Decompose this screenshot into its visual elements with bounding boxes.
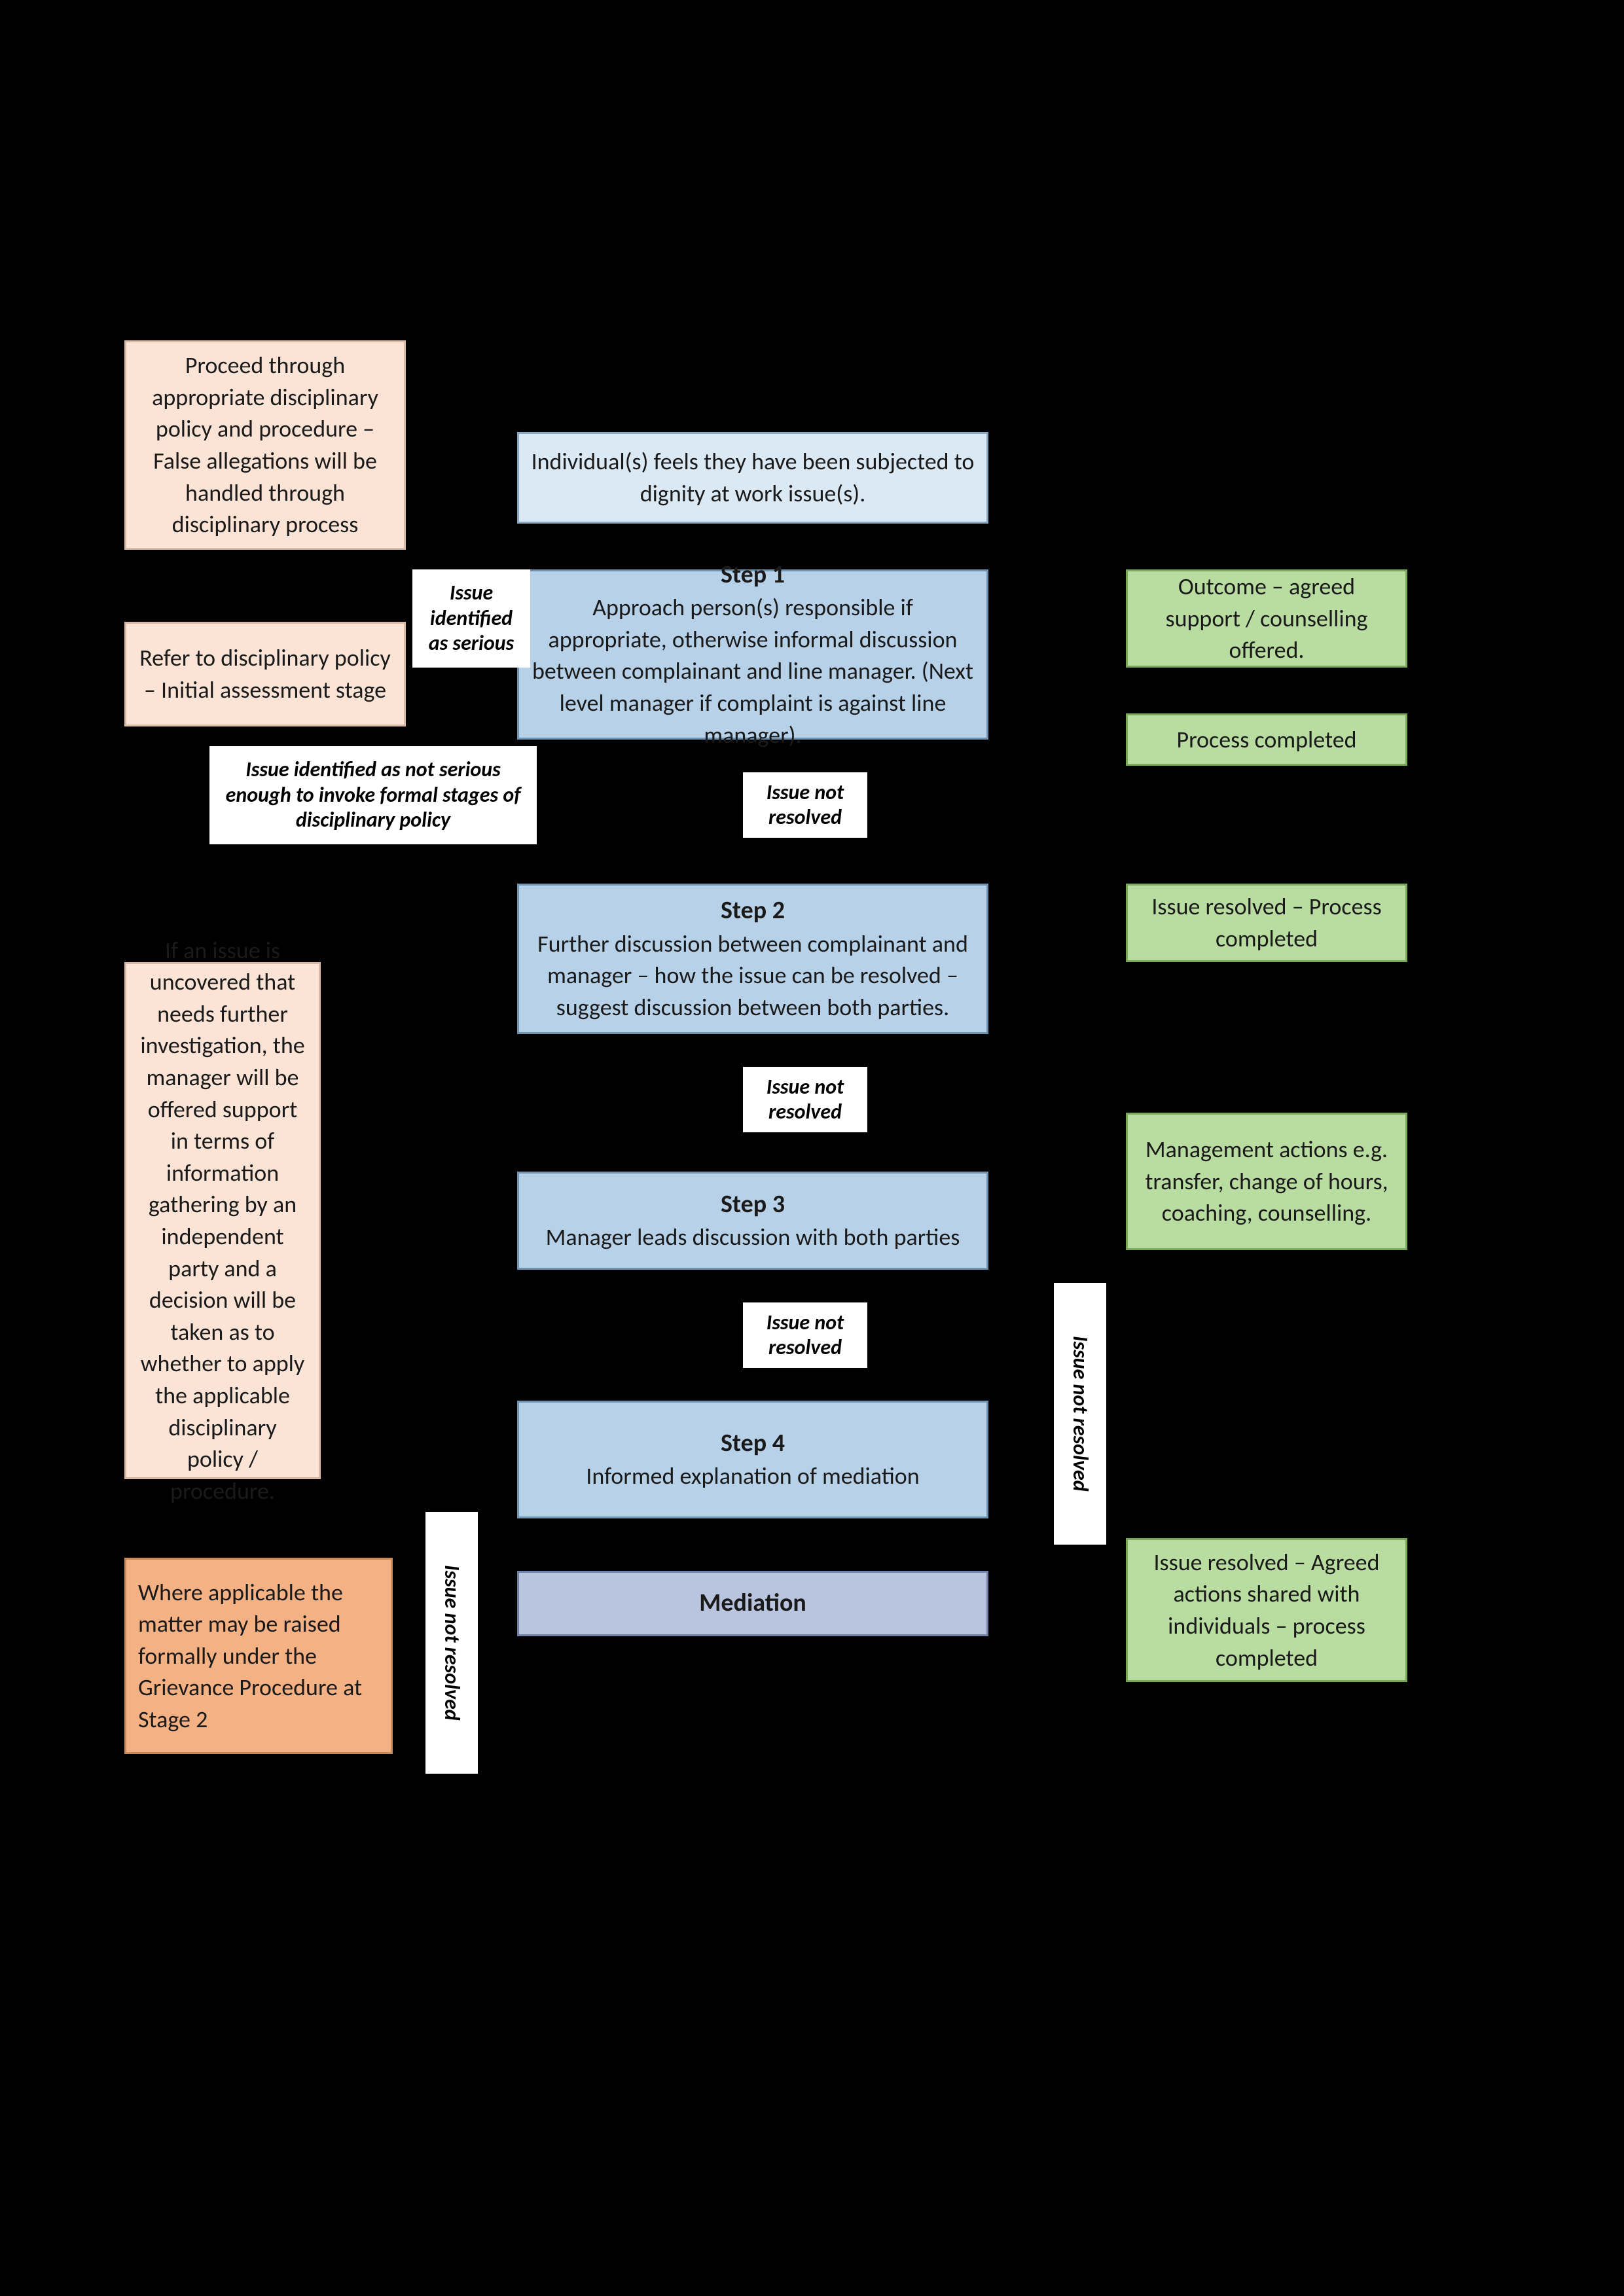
node-process_completed_1-text: Process completed (1140, 724, 1394, 756)
node-refer_policy: Refer to disciplinary policy – Initial a… (124, 622, 406, 726)
node-mediation: Mediation (517, 1571, 988, 1636)
node-step3-title: Step 3 (531, 1188, 975, 1221)
node-resolved_agreed-text: Issue resolved – Agreed actions shared w… (1140, 1547, 1394, 1674)
node-step2-title: Step 2 (531, 894, 975, 927)
node-mgmt_actions-text: Management actions e.g. transfer, change… (1140, 1134, 1394, 1229)
node-step3: Step 3Manager leads discussion with both… (517, 1172, 988, 1270)
label-unres3: Issue not resolved (743, 1302, 867, 1368)
node-outcome_support: Outcome – agreed support / counselling o… (1126, 569, 1407, 668)
node-step1-title: Step 1 (531, 558, 975, 592)
label-vert_right: Issue not resolved (1054, 1283, 1106, 1545)
node-resolved_agreed: Issue resolved – Agreed actions shared w… (1126, 1538, 1407, 1682)
label-not_serious: Issue identified as not serious enough t… (209, 746, 537, 844)
node-refer_policy-text: Refer to disciplinary policy – Initial a… (138, 642, 392, 706)
node-disc_policy: Proceed through appropriate disciplinary… (124, 340, 406, 550)
label-unres2: Issue not resolved (743, 1067, 867, 1132)
node-step4-title: Step 4 (531, 1427, 975, 1460)
node-disc_policy-text: Proceed through appropriate disciplinary… (138, 350, 392, 541)
node-investigation-text: If an issue is uncovered that needs furt… (138, 935, 307, 1507)
node-step2: Step 2Further discussion between complai… (517, 884, 988, 1034)
node-step2-text: Further discussion between complainant a… (531, 928, 975, 1024)
node-step3-text: Manager leads discussion with both parti… (531, 1221, 975, 1253)
node-grievance-text: Where applicable the matter may be raise… (138, 1577, 379, 1736)
node-outcome_support-text: Outcome – agreed support / counselling o… (1140, 571, 1394, 666)
node-step1-text: Approach person(s) responsible if approp… (531, 592, 975, 751)
node-grievance: Where applicable the matter may be raise… (124, 1558, 393, 1754)
node-investigation: If an issue is uncovered that needs furt… (124, 962, 321, 1479)
node-issue_resolved_proc: Issue resolved – Process completed (1126, 884, 1407, 962)
node-issue_resolved_proc-text: Issue resolved – Process completed (1140, 891, 1394, 954)
node-start-text: Individual(s) feels they have been subje… (531, 446, 975, 509)
label-unres1: Issue not resolved (743, 772, 867, 838)
node-mediation-title: Mediation (531, 1587, 975, 1620)
node-step4: Step 4Informed explanation of mediation (517, 1401, 988, 1518)
node-process_completed_1: Process completed (1126, 713, 1407, 766)
label-serious: Issue identified as serious (412, 569, 530, 668)
node-step1: Step 1Approach person(s) responsible if … (517, 569, 988, 740)
node-step4-text: Informed explanation of mediation (531, 1460, 975, 1492)
node-start: Individual(s) feels they have been subje… (517, 432, 988, 524)
label-vert_left: Issue not resolved (425, 1512, 478, 1774)
node-mgmt_actions: Management actions e.g. transfer, change… (1126, 1113, 1407, 1250)
